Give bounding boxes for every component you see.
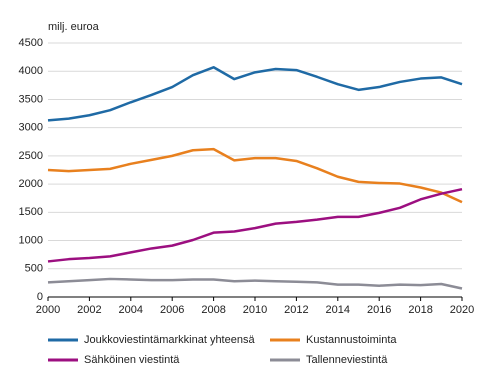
series-line <box>47 277 463 290</box>
y-tick-label: 3500 <box>19 93 43 105</box>
x-tick-label: 2006 <box>160 304 184 316</box>
y-tick-label: 4500 <box>19 37 43 49</box>
y-tick-label: 500 <box>25 263 43 275</box>
x-tick-label: 2008 <box>201 304 225 316</box>
x-tick-label: 2014 <box>326 304 350 316</box>
series-line <box>47 147 463 204</box>
x-tick-label: 2020 <box>450 304 474 316</box>
y-tick-label: 2000 <box>19 178 43 190</box>
series-line <box>47 66 463 122</box>
y-tick-label: 1500 <box>19 206 43 218</box>
legend-label: Tallenneviestintä <box>306 354 388 366</box>
x-tick-label: 2010 <box>243 304 267 316</box>
y-tick-label: 3000 <box>19 122 43 134</box>
x-tick-label: 2000 <box>36 304 60 316</box>
legend-label: Joukkoviestintämarkkinat yhteensä <box>84 334 255 346</box>
legend-label: Sähköinen viestintä <box>84 354 180 366</box>
y-tick-label: 4000 <box>19 65 43 77</box>
y-tick-label: 0 <box>37 291 43 303</box>
x-tick-label: 2016 <box>367 304 391 316</box>
x-tick-label: 2012 <box>284 304 308 316</box>
x-tick-label: 2002 <box>77 304 101 316</box>
x-tick-label: 2004 <box>119 304 143 316</box>
series-line <box>47 187 463 263</box>
legend-label: Kustannustoiminta <box>306 334 397 346</box>
x-tick-label: 2018 <box>408 304 432 316</box>
y-unit-label: milj. euroa <box>48 21 100 33</box>
y-tick-label: 2500 <box>19 150 43 162</box>
y-tick-label: 1000 <box>19 234 43 246</box>
